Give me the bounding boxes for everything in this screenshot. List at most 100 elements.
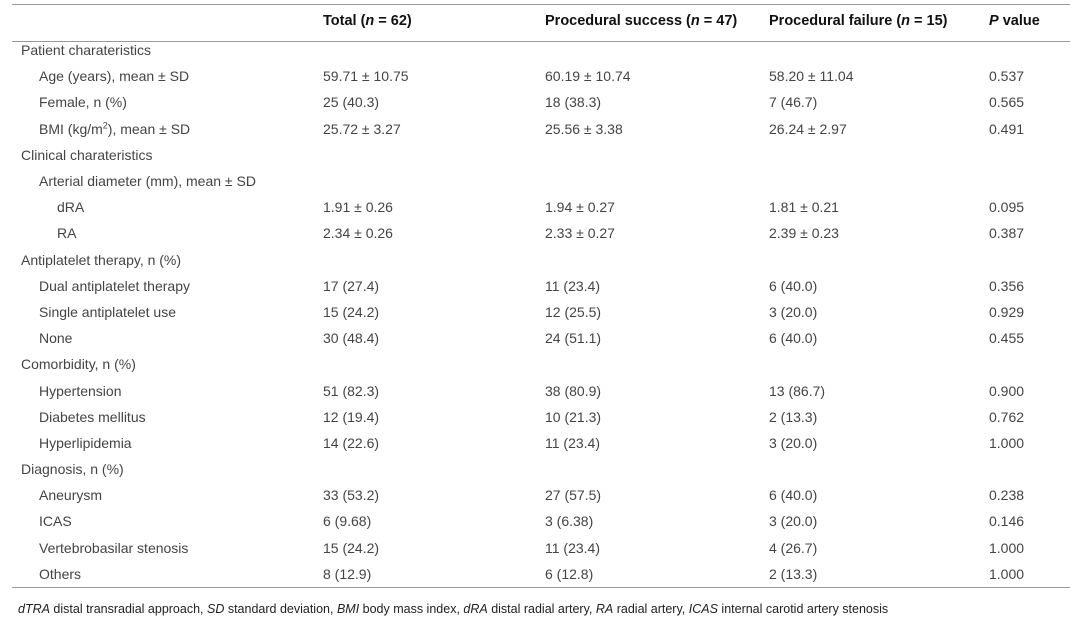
table-row: Antiplatelet therapy, n (%)	[12, 247, 1070, 273]
cell-total: 59.71 ± 10.75	[323, 68, 409, 85]
header-failure: Procedural failure (n = 15)	[769, 13, 948, 29]
cell-success: 60.19 ± 10.74	[545, 68, 631, 85]
cell-failure: 3 (20.0)	[769, 303, 818, 320]
cell-failure	[769, 351, 989, 377]
cell-failure: 58.20 ± 11.04	[769, 68, 854, 85]
row-label: Vertebrobasilar stenosis	[39, 539, 189, 556]
cell-p-value	[989, 247, 1070, 273]
row-label: RA	[57, 225, 77, 242]
cell-total	[323, 351, 545, 377]
cell-p-value: 0.356	[989, 277, 1025, 294]
cell-total: 12 (19.4)	[323, 408, 380, 425]
bottom-rule	[12, 586, 1070, 588]
table-row: dRA 1.91 ± 0.26 1.94 ± 0.27 1.81 ± 0.21 0.09…	[12, 194, 1070, 220]
cell-p-value: 0.537	[989, 68, 1025, 85]
row-label: Age (years), mean ± SD	[39, 68, 190, 85]
cell-success	[545, 456, 769, 482]
cell-p-value	[989, 456, 1070, 482]
table-row: BMI (kg/m2), mean ± SD 25.72 ± 3.27 25.56 …	[12, 116, 1070, 142]
cell-success: 27 (57.5)	[545, 487, 602, 504]
cell-failure	[769, 168, 989, 194]
table-row: Aneurysm 33 (53.2) 27 (57.5) 6 (40.0) 0.238	[12, 482, 1070, 508]
table-row: None 30 (48.4) 24 (51.1) 6 (40.0) 0.455	[12, 325, 1070, 351]
cell-p-value: 1.000	[989, 434, 1025, 451]
row-label: Clinical charateristics	[21, 146, 153, 163]
table-row: Hypertension 51 (82.3) 38 (80.9) 13 (86.7) 0…	[12, 377, 1070, 403]
cell-total: 2.34 ± 0.26	[323, 225, 393, 242]
cell-failure	[769, 142, 989, 168]
row-label: Patient charateristics	[21, 42, 151, 59]
cell-failure: 26.24 ± 2.97	[769, 120, 847, 137]
cell-p-value: 0.146	[989, 513, 1025, 530]
row-label: Single antiplatelet use	[39, 303, 176, 320]
row-label: dRA	[57, 199, 85, 216]
table-row: Arterial diameter (mm), mean ± SD	[12, 168, 1070, 194]
cell-total: 33 (53.2)	[323, 487, 380, 504]
row-label: Diagnosis, n (%)	[21, 461, 124, 478]
cell-failure: 2.39 ± 0.23	[769, 225, 839, 242]
cell-total	[323, 456, 545, 482]
table-row: Female, n (%) 25 (40.3) 18 (38.3) 7 (46.7) 0…	[12, 89, 1070, 115]
cell-failure: 2 (13.3)	[769, 408, 818, 425]
cell-p-value: 0.491	[989, 120, 1025, 137]
cell-success: 24 (51.1)	[545, 330, 602, 347]
cell-total: 15 (24.2)	[323, 539, 380, 556]
cell-failure: 6 (40.0)	[769, 277, 818, 294]
cell-success: 11 (23.4)	[545, 539, 600, 556]
row-label: Female, n (%)	[39, 94, 127, 111]
cell-failure: 2 (13.3)	[769, 565, 818, 582]
table-container: Total (n = 62) Procedural success (n = 4…	[12, 4, 1070, 588]
row-label: Comorbidity, n (%)	[21, 356, 136, 373]
header-col0	[12, 5, 323, 37]
cell-failure: 6 (40.0)	[769, 330, 818, 347]
cell-total: 8 (12.9)	[323, 565, 372, 582]
cell-total: 25 (40.3)	[323, 94, 380, 111]
table-row: Diagnosis, n (%)	[12, 456, 1070, 482]
cell-failure: 13 (86.7)	[769, 382, 826, 399]
header-row: Total (n = 62) Procedural success (n = 4…	[12, 5, 1070, 37]
cell-p-value: 0.238	[989, 487, 1025, 504]
cell-total: 25.72 ± 3.27	[323, 120, 401, 137]
cell-failure	[769, 247, 989, 273]
cell-success: 38 (80.9)	[545, 382, 602, 399]
cell-failure: 4 (26.7)	[769, 539, 818, 556]
cell-failure: 1.81 ± 0.21	[769, 199, 839, 216]
row-label: Dual antiplatelet therapy	[39, 277, 190, 294]
table-row: Others 8 (12.9) 6 (12.8) 2 (13.3) 1.000	[12, 561, 1070, 587]
row-label: Diabetes mellitus	[39, 408, 146, 425]
cell-success: 2.33 ± 0.27	[545, 225, 615, 242]
cell-p-value	[989, 351, 1070, 377]
row-label: Hyperlipidemia	[39, 434, 132, 451]
cell-success: 6 (12.8)	[545, 565, 594, 582]
cell-total	[323, 142, 545, 168]
row-label: Arterial diameter (mm), mean ± SD	[39, 173, 256, 190]
cell-failure: 7 (46.7)	[769, 94, 818, 111]
cell-p-value: 0.929	[989, 303, 1025, 320]
cell-success: 18 (38.3)	[545, 94, 602, 111]
table-row: Patient charateristics	[12, 37, 1070, 63]
row-label: ICAS	[39, 513, 72, 530]
cell-success	[545, 142, 769, 168]
cell-success: 11 (23.4)	[545, 434, 600, 451]
row-label: BMI (kg/m2), mean ± SD	[39, 120, 191, 137]
table-row: Age (years), mean ± SD 59.71 ± 10.75 60.19…	[12, 63, 1070, 89]
cell-failure	[769, 456, 989, 482]
header-rule	[12, 41, 1070, 42]
table-row: Dual antiplatelet therapy 17 (27.4) 11 (23…	[12, 273, 1070, 299]
table-row: Comorbidity, n (%)	[12, 351, 1070, 377]
table-row: Hyperlipidemia 14 (22.6) 11 (23.4) 3 (20.0)…	[12, 430, 1070, 456]
cell-total: 17 (27.4)	[323, 277, 380, 294]
cell-total	[323, 247, 545, 273]
cell-p-value: 0.455	[989, 330, 1025, 347]
cell-p-value	[989, 142, 1070, 168]
table-row: RA 2.34 ± 0.26 2.33 ± 0.27 2.39 ± 0.23 0.387	[12, 220, 1070, 246]
cell-p-value: 0.762	[989, 408, 1025, 425]
cell-total: 30 (48.4)	[323, 330, 380, 347]
cell-total: 15 (24.2)	[323, 303, 380, 320]
table-footnote: dTRA distal transradial approach, SD sta…	[18, 602, 889, 616]
table-row: Vertebrobasilar stenosis 15 (24.2) 11 (23.…	[12, 535, 1070, 561]
cell-success	[545, 247, 769, 273]
row-label: Others	[39, 565, 82, 582]
cell-success	[545, 168, 769, 194]
cell-success: 1.94 ± 0.27	[545, 199, 615, 216]
